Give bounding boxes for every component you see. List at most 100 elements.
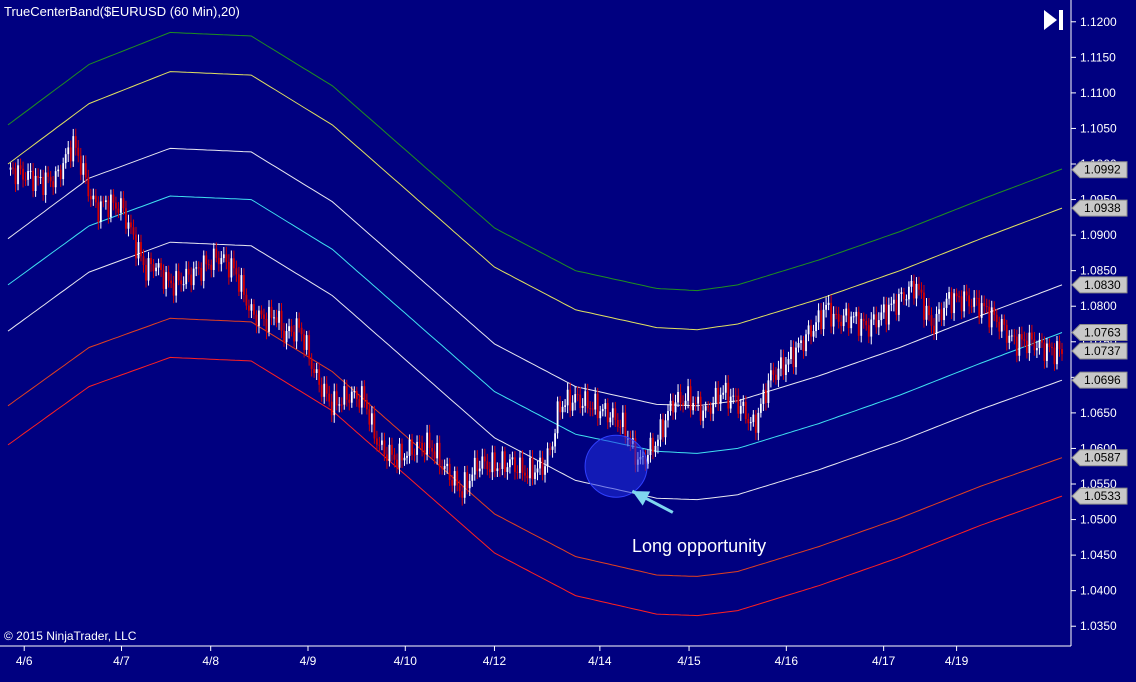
candle-body: [649, 437, 652, 456]
candle-body: [744, 401, 747, 419]
candle-body: [842, 315, 845, 327]
candle-body: [867, 325, 870, 337]
candle-body: [825, 304, 828, 310]
candle-body: [739, 405, 742, 414]
candle-body: [298, 318, 301, 328]
candle-body: [978, 297, 981, 318]
candle-body: [875, 314, 878, 328]
scroll-to-end-button[interactable]: [1040, 8, 1066, 32]
candle-body: [536, 468, 539, 473]
candle-body: [970, 306, 973, 308]
candle-body: [1051, 346, 1053, 348]
price-marker-label: 1.0830: [1084, 278, 1121, 292]
candle-body: [549, 448, 551, 450]
candle-body: [187, 268, 190, 275]
candle-body: [882, 304, 885, 313]
candle-body: [1005, 324, 1008, 343]
candle-body: [305, 335, 308, 350]
candle-body: [993, 307, 996, 315]
candle-body: [338, 404, 341, 406]
candle-body: [92, 195, 95, 200]
candle-body: [614, 408, 617, 420]
candle-body: [790, 347, 792, 360]
candle-body: [355, 391, 358, 400]
candle-body: [496, 468, 499, 472]
candle-body: [39, 176, 42, 178]
candle-body: [764, 389, 767, 403]
candle-body: [822, 309, 825, 330]
candle-body: [463, 472, 466, 498]
y-tick-label: 1.0850: [1080, 264, 1117, 278]
price-marker-label: 1.0938: [1084, 201, 1121, 215]
candle-body: [466, 472, 469, 489]
candle-body: [862, 318, 865, 321]
price-marker-label: 1.0587: [1084, 451, 1121, 465]
candle-body: [227, 261, 230, 278]
y-tick-label: 1.0400: [1080, 584, 1117, 598]
candle-body: [52, 181, 55, 188]
candle-body: [94, 195, 97, 203]
candle-body: [800, 340, 802, 344]
candle-body: [689, 386, 692, 411]
candle-body: [923, 292, 925, 320]
candle-body: [559, 401, 561, 413]
candle-body: [544, 466, 546, 475]
candle-body: [408, 439, 411, 456]
candle-body: [955, 293, 958, 297]
candle-body: [734, 395, 737, 397]
candle-body: [892, 299, 895, 304]
candle-body: [742, 401, 745, 406]
candle-body: [571, 402, 574, 411]
candle-body: [320, 384, 323, 397]
candle-body: [857, 311, 860, 336]
candle-body: [461, 491, 464, 498]
annotation-arrowhead: [632, 491, 651, 506]
candle-body: [54, 171, 57, 188]
candle-body: [654, 445, 657, 453]
candle-body: [335, 391, 338, 406]
candle-body: [142, 256, 145, 265]
candle-body: [318, 369, 321, 385]
candle-body: [1048, 343, 1051, 347]
candle-body: [933, 325, 935, 334]
candle-body: [707, 406, 710, 408]
candle-body: [975, 297, 978, 299]
candle-body: [817, 310, 820, 323]
candle-body: [541, 457, 544, 475]
candle-body: [109, 194, 112, 217]
candle-body: [687, 386, 689, 401]
candle-body: [1003, 319, 1006, 325]
candle-body: [900, 292, 903, 294]
candle-body: [225, 254, 228, 262]
candle-body: [268, 306, 270, 332]
candle-body: [679, 391, 682, 404]
candle-body: [253, 304, 255, 315]
candle-body: [180, 280, 183, 285]
candle-body: [72, 136, 75, 162]
candle-body: [245, 294, 248, 306]
y-tick-label: 1.1200: [1080, 15, 1117, 29]
candle-body: [576, 394, 579, 396]
chart-title: TrueCenterBand($EURUSD (60 Min),20): [4, 4, 240, 19]
candle-body: [877, 320, 880, 328]
candle-body: [850, 316, 853, 329]
candle-body: [647, 455, 649, 464]
candle-body: [664, 420, 667, 438]
candle-body: [381, 440, 383, 445]
candle-body: [265, 318, 268, 332]
y-tick-label: 1.1100: [1080, 86, 1116, 100]
candle-body: [1028, 332, 1031, 354]
band-line-center_lower: [7, 241, 1063, 501]
candle-body: [506, 467, 509, 472]
candle-body: [293, 331, 295, 342]
candle-body: [662, 419, 664, 438]
candle-body: [19, 165, 22, 169]
candle-body: [348, 399, 351, 403]
candle-body: [363, 386, 366, 400]
candle-body: [988, 306, 991, 328]
candle-body: [903, 292, 905, 300]
candle-body: [358, 399, 361, 408]
candle-body: [17, 165, 19, 185]
candle-body: [677, 391, 679, 403]
